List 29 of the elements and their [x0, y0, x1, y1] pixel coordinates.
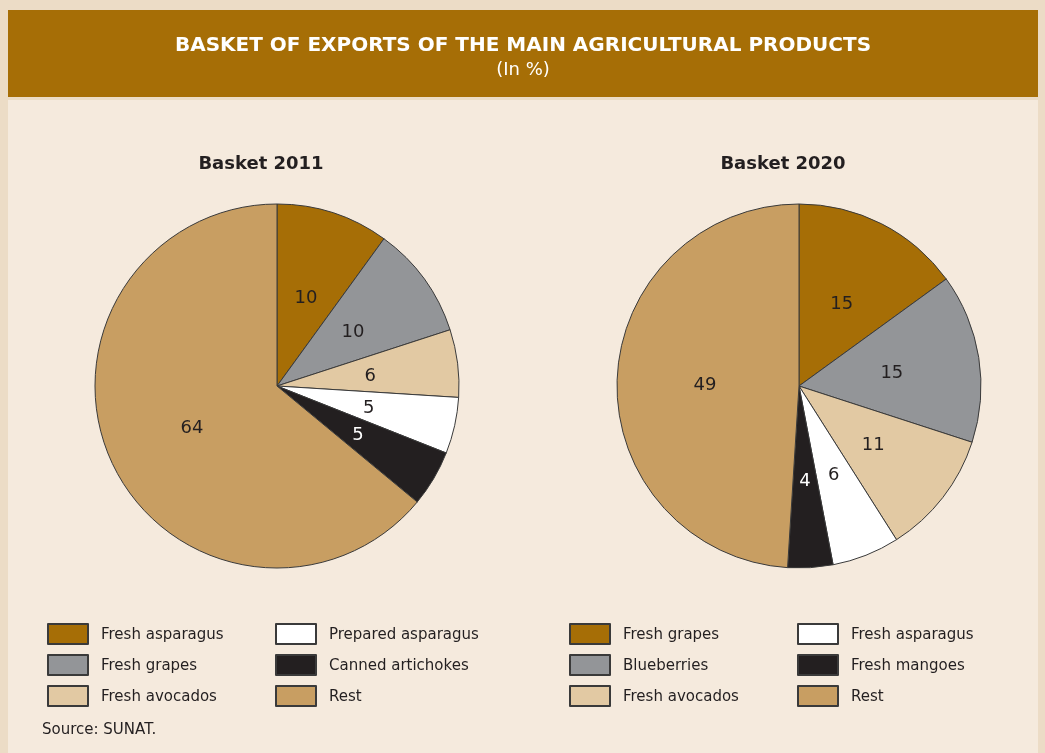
legend-label: Rest [329, 687, 362, 705]
data-label: 64 [180, 415, 204, 437]
chart-title: Basket 2020 [720, 151, 846, 173]
legend-label: Fresh avocados [101, 687, 218, 705]
data-label: 5 [363, 396, 375, 418]
chart-title: Basket 2011 [198, 151, 324, 173]
data-label: 10 [341, 320, 365, 342]
data-label: 6 [827, 462, 840, 484]
legend-label: Fresh mangoes [851, 656, 965, 674]
source-note: Source: SUNAT. [42, 720, 157, 738]
data-label: 15 [830, 291, 854, 313]
legend-label: Fresh avocados [623, 687, 740, 705]
data-label: 15 [880, 360, 904, 382]
data-label: 4 [799, 469, 811, 491]
data-label: 5 [352, 423, 364, 445]
legend-label: Fresh asparagus [851, 625, 974, 643]
legend-label: Blueberries [623, 656, 709, 674]
legend-label: Fresh grapes [623, 625, 720, 643]
data-label: 6 [364, 363, 376, 385]
data-label: 10 [294, 286, 318, 308]
legend-label: Fresh asparagus [101, 625, 224, 643]
legend-label: Rest [851, 687, 884, 705]
legend-label: Prepared asparagus [329, 625, 480, 643]
legend-label: Fresh grapes [101, 656, 198, 674]
text: (In %) [495, 58, 551, 79]
legend-label: Canned artichokes [329, 656, 469, 674]
text: BASKET OF EXPORTS OF THE MAIN AGRICULTURAL PRODUCTS [173, 32, 873, 56]
data-label: 11 [861, 433, 885, 455]
data-label: 49 [693, 372, 717, 394]
